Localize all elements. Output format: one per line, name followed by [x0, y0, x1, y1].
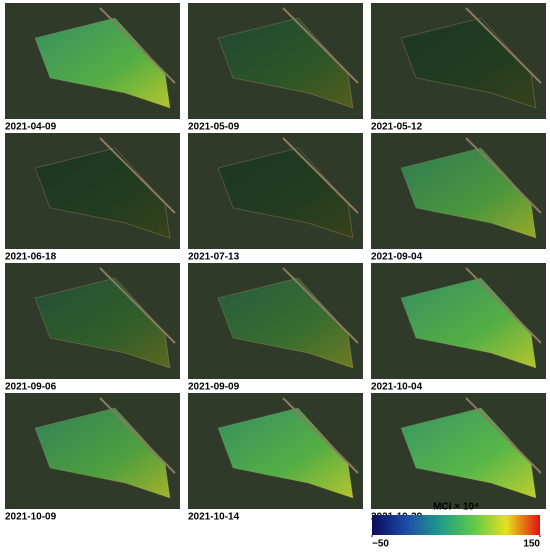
panel-date: 2021-09-06 — [5, 382, 57, 393]
image-panel — [371, 263, 546, 379]
panel-date: 2021-10-04 — [371, 382, 423, 393]
road — [282, 267, 359, 344]
image-panel — [371, 133, 546, 249]
colorbar-tick-label: 150 — [523, 539, 540, 550]
image-panel — [188, 3, 363, 119]
lake-coverage — [218, 18, 353, 108]
lake-coverage — [35, 278, 170, 368]
road — [99, 397, 176, 474]
road — [465, 7, 542, 84]
road — [282, 137, 359, 214]
road — [465, 397, 542, 474]
lake-coverage — [218, 148, 353, 238]
panel-date: 2021-10-09 — [5, 512, 57, 523]
colorbar — [372, 515, 540, 535]
road — [99, 267, 176, 344]
panel-date: 2021-09-04 — [371, 252, 423, 263]
road — [465, 137, 542, 214]
image-panel — [5, 3, 180, 119]
image-panel — [5, 133, 180, 249]
colorbar-tick-label: −50 — [372, 539, 389, 550]
lake-coverage — [218, 408, 353, 498]
image-panel — [188, 133, 363, 249]
lake-coverage — [401, 408, 536, 498]
lake-coverage — [35, 18, 170, 108]
lake-coverage — [401, 18, 536, 108]
image-panel — [5, 263, 180, 379]
image-panel — [371, 3, 546, 119]
panel-date: 2021-05-12 — [371, 122, 423, 133]
panel-date: 2021-07-13 — [188, 252, 240, 263]
lake-coverage — [401, 148, 536, 238]
lake-coverage — [35, 148, 170, 238]
lake-coverage — [401, 278, 536, 368]
image-panel — [188, 393, 363, 509]
lake-coverage — [218, 278, 353, 368]
image-panel — [188, 263, 363, 379]
image-panel — [371, 393, 546, 509]
panel-date: 2021-04-09 — [5, 122, 57, 133]
panel-date: 2021-06-18 — [5, 252, 57, 263]
panel-date: 2021-09-09 — [188, 382, 240, 393]
road — [282, 397, 359, 474]
road — [465, 267, 542, 344]
road — [282, 7, 359, 84]
road — [99, 137, 176, 214]
lake-coverage — [35, 408, 170, 498]
colorbar-label: MCI × 10⁴ — [433, 502, 479, 513]
panel-date: 2021-05-09 — [188, 122, 240, 133]
image-panel — [5, 393, 180, 509]
panel-date: 2021-10-14 — [188, 512, 240, 523]
road — [99, 7, 176, 84]
